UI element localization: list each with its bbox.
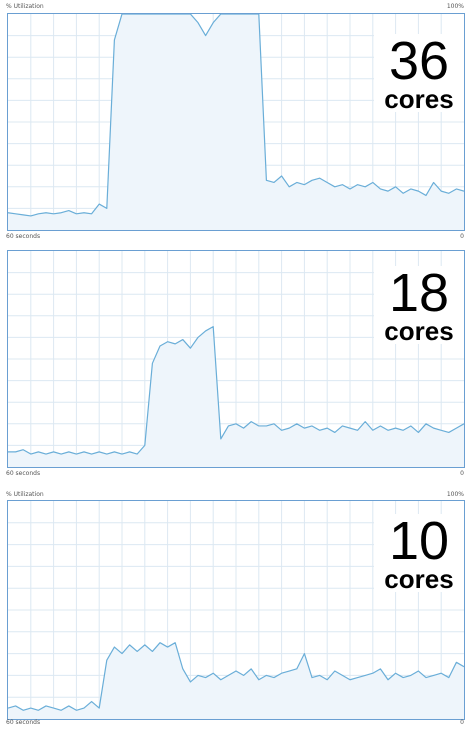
max-percent-label: 100% [446,3,464,10]
core-count: 18 [388,263,450,323]
utilization-graph [7,13,465,231]
core-unit: cores [384,316,454,346]
core-count-label: 18 cores [374,266,464,344]
core-unit: cores [384,84,454,114]
time-end-label: 0 [460,470,464,477]
time-span-label: 60 seconds [6,719,41,726]
time-end-label: 0 [460,233,464,240]
utilization-line [8,642,464,711]
utilization-line [8,14,464,217]
cpu-panel-18-cores: 18 cores 60 seconds 0 [0,244,474,488]
graph-header: % Utilization 100% [6,3,464,15]
graph-footer: 60 seconds 0 [6,719,464,731]
cpu-panel-10-cores: % Utilization 100% 10 cores 60 seconds 0 [0,488,474,732]
core-count-label: 36 cores [374,34,464,112]
utilization-graph [7,500,465,720]
utilization-graph-plot [8,251,464,467]
utilization-label: % Utilization [6,491,44,498]
utilization-area [8,14,464,230]
cpu-panel-36-cores: % Utilization 100% 36 cores 60 seconds 0 [0,0,474,244]
utilization-label: % Utilization [6,3,44,10]
utilization-area [8,326,464,467]
time-span-label: 60 seconds [6,470,41,477]
graph-header: % Utilization 100% [6,491,464,503]
max-percent-label: 100% [446,491,464,498]
core-count: 36 [388,31,450,91]
core-unit: cores [384,564,454,594]
time-end-label: 0 [460,719,464,726]
graph-footer: 60 seconds 0 [6,470,464,482]
utilization-graph-plot [8,14,464,230]
time-span-label: 60 seconds [6,233,41,240]
core-count: 10 [388,511,450,571]
graph-footer: 60 seconds 0 [6,233,464,245]
utilization-line [8,325,464,455]
utilization-area [8,642,464,719]
core-count-label: 10 cores [374,514,464,592]
